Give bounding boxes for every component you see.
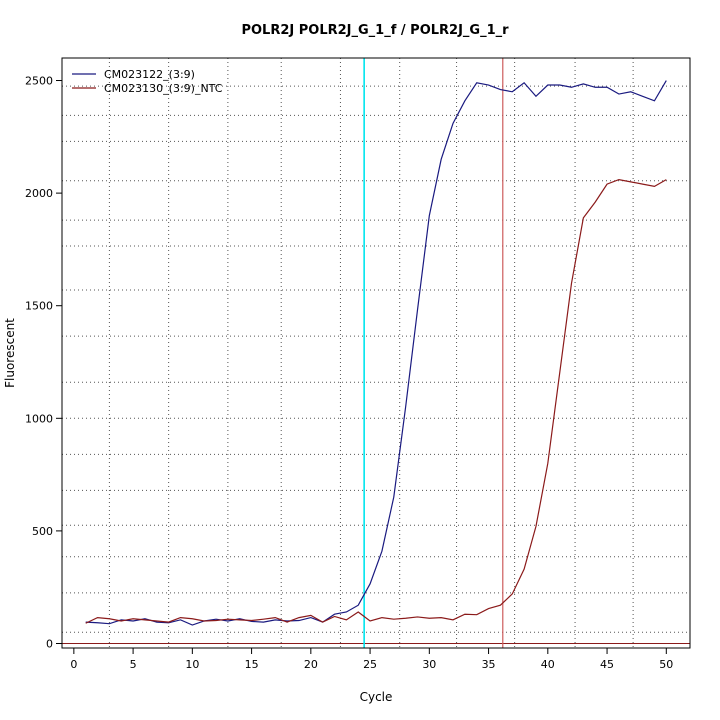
x-tick-label: 5 [130, 658, 137, 671]
y-axis-label: Fluorescent [3, 318, 17, 388]
x-tick-label: 35 [482, 658, 496, 671]
x-tick-label: 20 [304, 658, 318, 671]
x-tick-label: 45 [600, 658, 614, 671]
legend-label-2: CM023130_(3:9)_NTC [104, 82, 223, 95]
x-tick-label: 10 [185, 658, 199, 671]
y-tick-label: 1000 [25, 412, 53, 425]
y-tick-label: 500 [32, 525, 53, 538]
x-tick-label: 50 [659, 658, 673, 671]
y-tick-label: 2000 [25, 187, 53, 200]
y-axis: 0 500 1000 1500 2000 2500 [25, 75, 62, 650]
series-layer [85, 80, 667, 626]
x-axis-label: Cycle [360, 690, 393, 704]
threshold-layer [62, 58, 690, 648]
y-tick-label: 0 [46, 637, 53, 650]
x-tick-label: 30 [422, 658, 436, 671]
x-tick-label: 25 [363, 658, 377, 671]
x-tick-label: 40 [541, 658, 555, 671]
x-axis: 0 5 10 15 20 25 30 35 40 45 50 [70, 648, 673, 671]
chart-title: POLR2J POLR2J_G_1_f / POLR2J_G_1_r [241, 23, 509, 38]
legend-label-1: CM023122_(3:9) [104, 68, 195, 81]
series-line-1 [85, 80, 667, 626]
grid-layer [62, 58, 690, 648]
y-tick-label: 1500 [25, 300, 53, 313]
plot-border [61, 57, 691, 649]
x-tick-label: 15 [245, 658, 259, 671]
y-tick-label: 2500 [25, 75, 53, 88]
series-line-2 [85, 178, 667, 624]
x-tick-label: 0 [70, 658, 77, 671]
legend: CM023122_(3:9)CM023130_(3:9)_NTC [72, 68, 223, 95]
